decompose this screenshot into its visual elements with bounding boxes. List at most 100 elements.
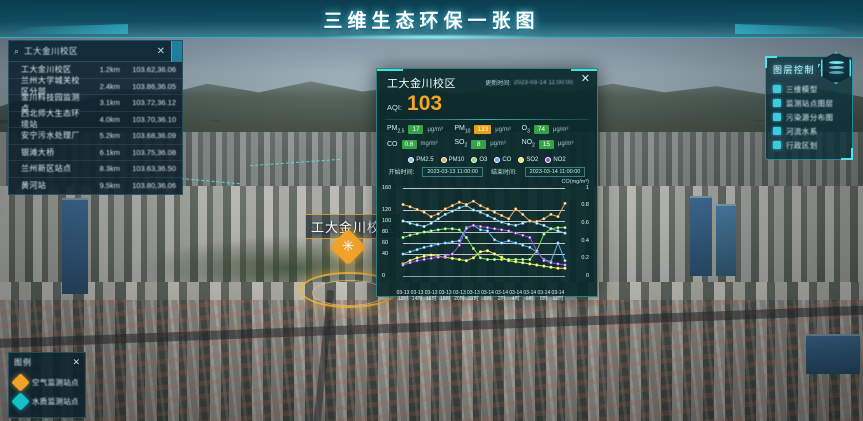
popup-update-time-group: 更新时间: 2023-03-14 11:00:00 (485, 75, 573, 88)
aqi-value: 103 (407, 92, 443, 115)
layer-item[interactable]: 河流水系 (773, 124, 846, 138)
search-clear-icon[interactable]: ✕ (156, 45, 165, 57)
pollutant-trend-chart[interactable]: CO(mg/m³) 0 40 60 80 100 120 160 0 0.2 0.4 0.6 0.8 1… (381, 179, 591, 303)
chart-point (556, 266, 560, 270)
result-coordinate: 103.86,36.05 (132, 81, 176, 91)
chart-legend-item[interactable]: PM2.5 (408, 156, 434, 163)
pollutant-unit: mg/m³ (420, 141, 438, 148)
chart-y2-tick: 0.4 (581, 237, 589, 244)
search-input[interactable]: 工大金川校区 (24, 46, 79, 56)
result-coordinate: 103.68,36.09 (132, 131, 176, 141)
site-highlight-ring-inner (312, 280, 386, 306)
chart-point (563, 266, 567, 270)
chart-y-tick: 160 (382, 184, 392, 191)
search-result-row[interactable]: 西北师大生态环境站 4.0km 103.70,36.10 (9, 109, 182, 129)
result-coordinate: 103.70,36.10 (132, 114, 176, 124)
search-result-row[interactable]: 黄河站 9.5km 103.80,36.06 (9, 178, 182, 195)
legend-color-dot (494, 156, 501, 163)
legend-series-name: SO2 (526, 156, 539, 163)
chart-legend-item[interactable]: PM10 (440, 156, 465, 163)
layer-checkbox[interactable] (773, 85, 781, 93)
chart-point (443, 226, 447, 230)
chart-point (542, 217, 546, 221)
search-result-row[interactable]: 金川科技园监测点 3.1km 103.72,36.12 (9, 93, 182, 113)
legend-close-icon[interactable]: ✕ (72, 357, 80, 367)
legend-series-name: NO2 (553, 156, 566, 163)
popup-header: 工大金川校区 更新时间: 2023-03-14 11:00:00 ✕ (377, 69, 597, 91)
chart-legend-item[interactable]: O3 (471, 156, 487, 163)
search-result-row[interactable]: 兰州新区站点 8.3km 103.63,36.50 (9, 161, 182, 178)
chart-point (486, 213, 490, 217)
result-name: 工大金川校区 (21, 65, 72, 75)
building-tower-a (62, 198, 88, 294)
search-bar[interactable]: ⌕ 工大金川校区 ✕ (9, 41, 182, 62)
chart-point (493, 252, 497, 256)
legend-item-label: 水质监测站点 (32, 397, 79, 406)
legend-series-name: PM10 (448, 156, 465, 163)
layer-item[interactable]: 监测站点图层 (773, 96, 846, 110)
chart-point (535, 219, 539, 223)
search-result-row[interactable]: 兰州大学城关校区分部 2.4km 103.86,36.05 (9, 76, 182, 96)
chart-x-tick: 03-14 6时 (523, 289, 537, 303)
chart-legend-item[interactable]: CO (494, 156, 512, 163)
chart-point (556, 262, 560, 266)
chart-point (507, 222, 511, 226)
chart-point (500, 241, 504, 245)
layer-checkbox[interactable] (773, 127, 781, 135)
chart-point (528, 245, 532, 249)
chart-point (401, 252, 405, 256)
chart-point (408, 204, 412, 208)
layer-checkbox[interactable] (773, 141, 781, 149)
layer-checkbox[interactable] (773, 113, 781, 121)
search-result-row[interactable]: 工大金川校区 1.2km 103.62,36.06 (9, 62, 182, 79)
chart-point (471, 199, 475, 203)
search-result-row[interactable]: 银滩大桥 6.1km 103.75,36.08 (9, 145, 182, 161)
legend-series-name: PM2.5 (416, 156, 434, 163)
chart-point (443, 241, 447, 245)
chart-x-tick: 03-13 20时 (452, 289, 466, 303)
chart-y-tick: 100 (382, 217, 392, 224)
chart-legend-item[interactable]: SO2 (518, 156, 539, 163)
legend-series-name: CO (502, 156, 512, 163)
pollutant-value: 8 (471, 139, 487, 149)
chart-legend-item[interactable]: NO2 (545, 156, 566, 163)
chart-point (408, 221, 412, 225)
layer-checkbox[interactable] (773, 99, 781, 107)
monitor-station-marker[interactable]: ✳ (329, 228, 367, 266)
pollutant-value: 15 (538, 139, 554, 149)
start-time-label: 开始时间: (388, 170, 415, 177)
result-coordinate: 103.72,36.12 (132, 98, 176, 108)
header-wing-left (8, 24, 128, 34)
legend-color-dot (471, 156, 478, 163)
chart-y-tick: 0 (382, 272, 386, 279)
legend-item[interactable]: 空气监测站点 (11, 373, 80, 392)
chart-point (549, 212, 553, 216)
chart-point (450, 203, 454, 207)
layer-item[interactable]: 行政区划 (773, 138, 846, 152)
search-result-row[interactable]: 安宁污水处理厂 5.2km 103.68,36.09 (9, 128, 182, 145)
end-time-input[interactable]: 2023-03-14 11:00:00 (524, 166, 586, 177)
layer-item[interactable]: 污染源分布图 (773, 110, 846, 124)
chart-point (443, 254, 447, 258)
chart-line-PM10 (402, 200, 566, 222)
chart-point (549, 265, 553, 269)
legend-color-dot (545, 156, 552, 163)
result-coordinate: 103.75,36.08 (132, 147, 176, 157)
chart-gridline (403, 242, 565, 244)
pollutant-cell: PM10 133 μg/m³ (454, 125, 521, 134)
chart-point (415, 207, 419, 211)
chart-x-tick: 03-13 22时 (467, 289, 480, 303)
layer-item[interactable]: 三维模型 (773, 82, 846, 96)
start-time-input[interactable]: 2023-03-13 11:00:00 (422, 166, 483, 177)
chart-gridline (403, 187, 565, 189)
search-result-list: 工大金川校区 1.2km 103.62,36.06 兰州大学城关校区分部 2.4km 10… (9, 62, 182, 194)
chart-point (535, 263, 539, 267)
legend-item[interactable]: 水质监测站点 (11, 392, 80, 411)
chart-point (493, 237, 497, 241)
chart-gridline (403, 220, 565, 222)
chart-point (535, 248, 539, 252)
popup-close-icon[interactable]: ✕ (580, 73, 590, 85)
panel-collapse-handle[interactable] (171, 41, 182, 62)
chart-legend[interactable]: PM2.5 PM10 O3 CO SO2 NO2 (377, 155, 597, 166)
chart-point (471, 246, 475, 250)
